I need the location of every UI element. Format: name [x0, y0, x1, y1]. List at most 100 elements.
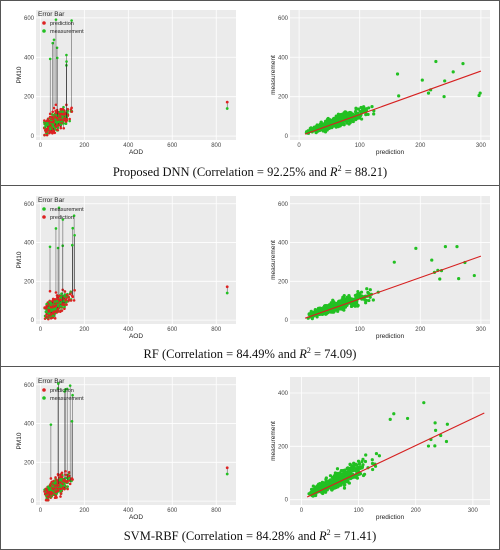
y-tick-label: 600: [24, 16, 35, 22]
scatter-point: [343, 110, 347, 114]
prediction-point: [62, 126, 66, 130]
prediction-point: [54, 494, 58, 498]
scatter-point: [356, 459, 361, 463]
scatter-point: [405, 416, 410, 421]
prediction-point: [225, 100, 229, 104]
scatter-point: [348, 472, 352, 476]
prediction-point: [56, 489, 60, 492]
x-axis-label: prediction: [376, 514, 405, 521]
x-tick-label: 600: [167, 143, 178, 149]
scatter-point: [349, 111, 353, 115]
scatter-point: [341, 472, 345, 477]
prediction-point: [48, 115, 52, 119]
measurement-point: [71, 226, 75, 230]
x-tick-label: 400: [123, 143, 134, 149]
measurement-point: [49, 423, 53, 426]
scatter-point: [323, 488, 327, 493]
prediction-point: [49, 305, 53, 309]
prediction-point: [57, 294, 61, 298]
legend-label-prediction: prediction: [50, 21, 74, 27]
prediction-point: [64, 112, 68, 116]
caption-model: SVM-RBF: [123, 529, 179, 544]
measurement-point: [72, 214, 76, 218]
prediction-point: [59, 492, 63, 495]
measurement-point: [70, 243, 74, 247]
scatter-point: [332, 120, 336, 124]
errorbar-marks: [42, 18, 229, 137]
measurement-point: [64, 476, 67, 480]
prediction-point: [225, 466, 229, 470]
prediction-point: [48, 484, 52, 487]
x-tick-label: 0: [297, 143, 301, 149]
y-axis-label: PM10: [16, 66, 23, 83]
scatter-point: [443, 79, 447, 83]
scatter-point: [322, 483, 326, 488]
caption-svm: SVM-RBF (Correlation = 84.28% and R2 = 7…: [0, 528, 500, 544]
prediction-point: [45, 315, 48, 319]
scatter-point: [347, 295, 352, 299]
scatter-point: [392, 412, 396, 416]
y-tick-label: 0: [285, 498, 289, 504]
scatter-point: [392, 260, 396, 264]
measurement-point: [63, 482, 66, 485]
scatter-point: [356, 304, 360, 308]
prediction-point: [63, 478, 66, 482]
plot-background: [290, 196, 490, 324]
legend-label-measurement: measurement: [50, 396, 84, 402]
scatter-point: [334, 125, 338, 129]
prediction-point: [59, 475, 62, 479]
scatter-point: [363, 459, 368, 464]
measurement-point: [73, 233, 76, 237]
prediction-point: [59, 118, 62, 122]
prediction-point: [48, 130, 52, 133]
scatter-point: [339, 468, 343, 473]
scatter-point: [324, 476, 328, 480]
prediction-point: [47, 308, 51, 312]
caption-open: (Correlation =: [192, 165, 268, 180]
scatter-point: [343, 483, 347, 487]
x-tick-label: 200: [79, 327, 90, 333]
x-tick-label: 0: [39, 143, 43, 149]
scatter-point: [426, 91, 431, 95]
prediction-point: [45, 133, 49, 137]
x-tick-label: 800: [211, 508, 222, 514]
measurement-point: [57, 120, 60, 124]
caption-eq: =: [341, 165, 355, 180]
scatter-point: [315, 485, 319, 489]
fit-line: [304, 255, 482, 319]
scatter-point: [325, 481, 330, 485]
y-tick-label: 200: [24, 460, 35, 466]
scatter-point: [350, 468, 354, 472]
scatter-point: [360, 466, 364, 470]
scatter-point: [329, 481, 334, 485]
measurement-point: [63, 484, 66, 487]
x-axis-label: AOD: [129, 149, 143, 156]
measurement-point: [54, 18, 58, 21]
x-tick-label: 800: [211, 327, 222, 333]
measurement-point: [56, 382, 60, 385]
scatter-point: [370, 105, 374, 109]
x-tick-label: 200: [411, 508, 422, 514]
prediction-point: [70, 477, 74, 480]
scatter-point: [342, 123, 346, 127]
measurement-point: [48, 245, 52, 249]
legend-label-prediction: prediction: [50, 388, 74, 394]
caption-r2-value: 88.21: [354, 165, 383, 180]
scatter-point: [344, 473, 348, 477]
scatter-point: [342, 479, 346, 483]
legend-title: Error Bar: [38, 378, 65, 385]
prediction-point: [52, 487, 56, 491]
measurement-point: [51, 314, 55, 318]
scatter-point: [451, 70, 455, 74]
prediction-point: [48, 112, 52, 116]
x-tick-label: 0: [300, 508, 304, 514]
measurement-point: [56, 246, 60, 250]
y-axis-label: measurement: [270, 421, 277, 461]
prediction-point: [68, 482, 72, 486]
measurement-point: [66, 485, 69, 488]
x-axis-label: AOD: [129, 514, 143, 521]
legend-label-prediction: prediction: [50, 215, 74, 221]
scatter-point: [334, 302, 338, 306]
scatter-point: [337, 471, 341, 476]
measurement-point: [65, 60, 68, 63]
